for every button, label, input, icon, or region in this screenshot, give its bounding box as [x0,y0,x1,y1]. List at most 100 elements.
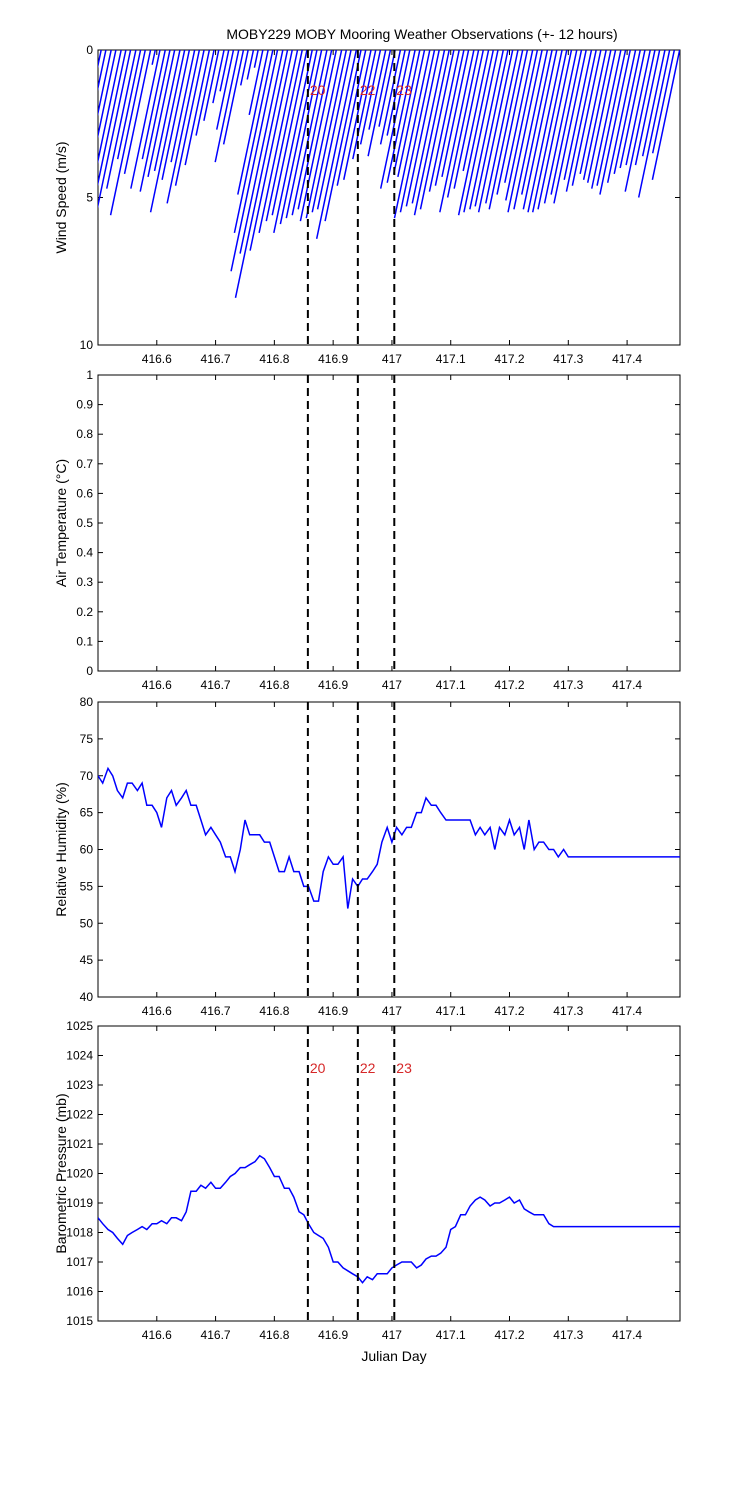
wind-stick-53 [324,50,362,222]
y-tick-label-humidity-8: 80 [80,695,94,709]
wind-stick-58 [368,50,387,130]
wind-stick-71 [413,50,450,216]
wind-stick-66 [397,50,426,178]
wind-stick-70 [411,50,446,204]
wind-stick-27 [215,50,235,130]
wind-stick-4 [98,50,122,164]
wind-stick-62 [386,50,406,136]
wind-stick-118 [651,50,680,180]
wind-stick-81 [463,50,499,213]
wind-stick-39 [249,50,293,251]
event-label-wind-22: 22 [360,82,376,98]
wind-stick-32 [253,50,259,68]
x-tick-label-humidity-2: 416.8 [259,1004,289,1018]
wind-stick-76 [439,50,475,213]
wind-stick-69 [405,50,440,207]
wind-stick-29 [222,50,245,145]
x-tick-label-humidity-8: 417.4 [612,1004,642,1018]
y-tick-label-airtemp-0: 0 [86,664,93,678]
y-tick-label-airtemp-3: 0.3 [76,575,93,589]
x-tick-label-airtemp-0: 416.6 [142,678,172,692]
wind-stick-114 [634,50,661,166]
x-tick-label-humidity-5: 417.1 [436,1004,466,1018]
y-tick-label-pressure-0: 1015 [66,1314,93,1328]
y-axis-label-pressure: Barometric Pressure (mb) [53,1093,69,1253]
x-tick-label-pressure-0: 416.6 [142,1328,172,1342]
wind-stick-46 [291,50,328,216]
wind-stick-113 [624,50,656,192]
wind-stick-33 [248,50,264,116]
y-tick-label-airtemp-2: 0.2 [76,605,93,619]
wind-stick-100 [563,50,593,180]
wind-stick-20 [166,50,201,204]
y-tick-label-humidity-2: 50 [80,916,94,930]
x-tick-label-humidity-6: 417.2 [494,1004,524,1018]
y-tick-label-humidity-3: 55 [80,879,94,893]
y-tick-label-humidity-4: 60 [80,843,94,857]
wind-stick-15 [147,50,176,178]
wind-stick-17 [149,50,186,213]
wind-stick-82 [469,50,505,210]
plot-frame-humidity [97,701,681,998]
wind-stick-12 [130,50,161,189]
wind-stick-109 [606,50,637,183]
wind-stick-97 [543,50,578,204]
x-tick-label-pressure-1: 416.7 [201,1328,231,1342]
wind-stick-68 [399,50,436,213]
panel-airtemp: 416.6 416.7 416.8 416.9 417 417.1 417.2 417.3 41… [53,368,681,692]
wind-stick-44 [279,50,318,225]
wind-stick-22 [184,50,211,166]
y-tick-label-pressure-7: 1022 [66,1108,93,1122]
wind-stick-47 [297,50,333,210]
x-axis-label: Julian Day [361,1348,426,1364]
y-tick-label-humidity-0: 40 [80,990,94,1004]
y-tick-label-airtemp-10: 1 [86,368,93,382]
x-tick-label-airtemp-8: 417.4 [612,678,642,692]
wind-stick-106 [591,50,622,189]
wind-stick-59 [367,50,392,157]
wind-stick-73 [428,50,460,192]
wind-stick-115 [641,50,666,157]
y-tick-label-pressure-10: 1025 [66,1019,93,1033]
wind-stick-25 [212,50,225,104]
wind-stick-28 [214,50,240,163]
wind-stick-54 [336,50,367,186]
wind-stick-72 [419,50,455,210]
x-tick-label-airtemp-5: 417.1 [436,678,466,692]
wind-stick-45 [285,50,323,219]
wind-stick-38 [234,50,289,298]
wind-stick-24 [203,50,220,121]
wind-stick-8 [116,50,142,160]
wind-stick-84 [477,50,514,213]
x-tick-label-pressure-7: 417.3 [553,1328,583,1342]
wind-stick-77 [446,50,480,198]
y-tick-label-airtemp-4: 0.4 [76,546,93,560]
wind-stick-52 [315,50,358,239]
wind-stick-99 [553,50,587,204]
wind-stick-2 [98,50,112,117]
wind-stick-31 [246,50,255,80]
wind-stick-65 [393,50,421,175]
x-tick-label-pressure-6: 417.2 [494,1328,524,1342]
wind-stick-9 [109,50,147,216]
panel-humidity: 416.6 416.7 416.8 416.9 417 417.1 417.2 417.3 41… [53,695,681,1018]
x-tick-label-humidity-4: 417 [382,1004,402,1018]
wind-stick-30 [239,50,249,86]
plot-frame-airtemp [97,374,681,672]
wind-stick-48 [299,50,338,222]
wind-stick-21 [174,50,205,186]
x-tick-label-airtemp-6: 417.2 [494,678,524,692]
x-tick-label-pressure-4: 417 [382,1328,402,1342]
y-tick-label-wind-1: 5 [86,191,93,205]
wind-stick-90 [507,50,543,213]
wind-stick-1 [98,50,107,92]
wind-stick-7 [106,50,137,189]
y-tick-label-pressure-9: 1024 [66,1049,93,1063]
wind-stick-18 [161,50,191,180]
wind-stick-41 [265,50,303,222]
y-tick-label-airtemp-1: 0.1 [76,634,93,648]
line-pressure [98,1154,680,1284]
line-humidity [98,766,680,909]
wind-stick-5 [98,50,127,187]
wind-stick-42 [271,50,308,216]
